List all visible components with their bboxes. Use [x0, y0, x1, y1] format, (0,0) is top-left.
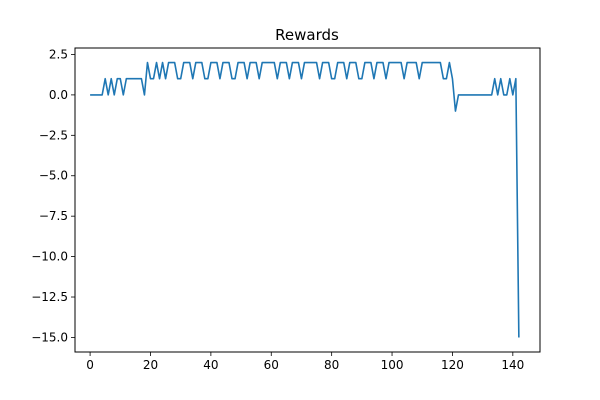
series-line-0 [90, 61, 520, 338]
x-tick-label: 0 [86, 358, 94, 372]
y-tick-label: −10.0 [31, 250, 68, 264]
plot-area [74, 47, 541, 353]
x-tick-label: 80 [324, 358, 339, 372]
y-tick-label: −15.0 [31, 330, 68, 344]
y-tick-label: 2.5 [49, 47, 68, 61]
plot-frame [74, 47, 541, 353]
y-tick-label: −5.0 [39, 169, 68, 183]
y-tick-label: −2.5 [39, 128, 68, 142]
y-axis: 2.5 0.0 −2.5 −5.0 −7.5 −10.0 −12.5 −15.0 [31, 47, 75, 344]
x-tick-label: 120 [441, 358, 464, 372]
series-layer [90, 61, 520, 338]
y-tick-label: −7.5 [39, 209, 68, 223]
x-tick-label: 40 [203, 358, 218, 372]
y-tick-label: −12.5 [31, 290, 68, 304]
chart-title: Rewards [275, 26, 339, 44]
x-tick-label: 60 [264, 358, 279, 372]
x-axis: 0 20 40 60 80 100 120 140 [86, 352, 524, 372]
x-tick-label: 100 [381, 358, 404, 372]
x-tick-label: 20 [143, 358, 158, 372]
y-tick-label: 0.0 [49, 88, 68, 102]
x-tick-label: 140 [501, 358, 524, 372]
